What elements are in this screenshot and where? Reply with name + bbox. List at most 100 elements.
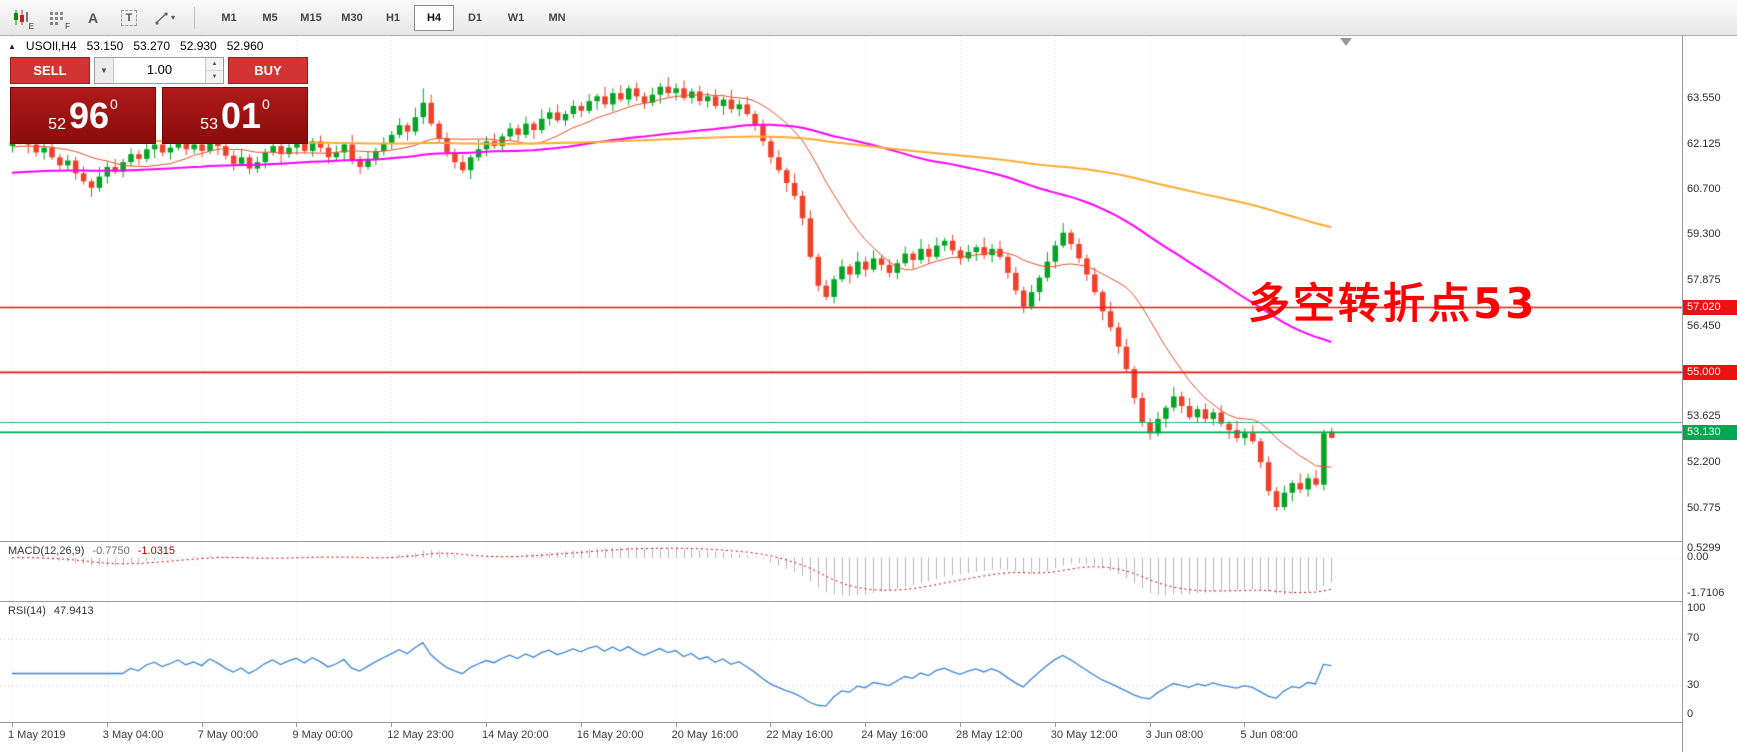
tf-button-h4[interactable]: H4	[414, 4, 454, 31]
grid-icon	[50, 11, 63, 25]
price-line-badge: 55.000	[1683, 364, 1737, 380]
time-label: 1 May 2019	[8, 729, 66, 741]
price-tick-label: 52.200	[1687, 456, 1721, 469]
ask-price-display[interactable]: 53 01 0	[162, 87, 308, 144]
price-line-badge: 53.130	[1683, 424, 1737, 440]
tf-button-mn[interactable]: MN	[548, 11, 566, 24]
time-tick	[12, 723, 13, 727]
macd-indicator-canvas[interactable]	[0, 541, 1682, 601]
price-tick-label: 56.450	[1687, 319, 1721, 332]
price-tick-label: 62.125	[1687, 137, 1721, 150]
volume-step-down-button[interactable]: ▼	[206, 71, 223, 83]
tf-button-m15[interactable]: M15	[300, 11, 322, 24]
text-tool-button[interactable]: A	[78, 4, 108, 32]
one-click-trading-panel: SELL ▼ 1.00 ▲ ▼ BUY 52 96 0 53 01 0	[10, 57, 308, 144]
quote-low: 52.930	[180, 39, 217, 53]
quote-line: ▲ USOIl,H4 53.150 53.270 52.930 52.960	[8, 39, 263, 53]
toolbar-separator	[194, 6, 195, 29]
charts-button-label: E	[28, 21, 34, 31]
volume-input[interactable]: 1.00	[146, 62, 173, 77]
rsi-label: RSI(14) 47.9413	[8, 605, 94, 617]
time-label: 12 May 23:00	[387, 729, 454, 741]
macd-signal-value: -1.0315	[137, 545, 176, 557]
draw-tool-button[interactable]: ▾	[150, 4, 180, 32]
charts-button[interactable]: E	[6, 4, 36, 32]
price-axis[interactable]: 63.550 62.125 60.700 59.300 57.875 56.450 53.6…	[1682, 36, 1737, 752]
volume-dropdown-button[interactable]: ▼	[95, 58, 114, 83]
time-tick	[107, 723, 108, 727]
chart-scroll-marker-icon[interactable]	[1340, 38, 1352, 46]
time-tick	[770, 723, 771, 727]
macd-axis-zero: 0.00	[1687, 550, 1709, 563]
rsi-indicator-canvas[interactable]	[0, 601, 1682, 723]
sell-button[interactable]: SELL	[10, 57, 90, 84]
price-tick-label: 50.775	[1687, 501, 1721, 514]
time-tick	[486, 723, 487, 727]
time-label: 24 May 16:00	[861, 729, 928, 741]
time-tick	[296, 723, 297, 727]
time-label: 9 May 00:00	[292, 729, 353, 741]
price-line-badge: 57.020	[1683, 300, 1737, 315]
tf-button-m1[interactable]: M1	[221, 11, 237, 24]
volume-step-up-button[interactable]: ▲	[206, 58, 223, 71]
price-tick-label: 60.700	[1687, 183, 1721, 196]
macd-label: MACD(12,26,9) -0.7750 -1.0315	[8, 545, 175, 557]
candlestick-icon	[14, 10, 28, 25]
time-tick	[391, 723, 392, 727]
rsi-value: 47.9413	[53, 605, 94, 617]
chart-annotation-text: 多空转折点53	[1248, 279, 1538, 328]
volume-field-group: ▼ 1.00 ▲ ▼	[94, 57, 224, 84]
time-label: 3 May 04:00	[102, 729, 164, 741]
ask-pips: 01	[220, 94, 262, 136]
volume-stepper: ▲ ▼	[205, 58, 223, 83]
bid-pipette: 0	[110, 96, 118, 112]
ask-pipette: 0	[262, 96, 270, 112]
time-tick	[581, 723, 582, 727]
time-label: 30 May 12:00	[1050, 729, 1118, 741]
macd-axis-min: -1.7106	[1687, 587, 1725, 599]
text-label-tool-button[interactable]: T	[114, 4, 144, 32]
price-tick-label: 57.875	[1687, 274, 1721, 287]
rsi-indicator-name: RSI(14)	[8, 605, 46, 617]
time-label: 20 May 16:00	[671, 729, 739, 741]
quote-high: 53.270	[133, 39, 171, 53]
macd-axis-max: 0.5299	[1687, 542, 1721, 554]
ask-big-figure: 53	[200, 116, 218, 133]
chevron-down-icon: ▾	[170, 13, 175, 22]
time-tick	[1055, 723, 1056, 727]
text-label-icon: T	[120, 9, 138, 26]
time-tick	[1244, 723, 1245, 727]
symbol-marker-icon: ▲	[8, 41, 16, 51]
time-label: 3 Jun 08:00	[1145, 729, 1204, 741]
tf-button-h1[interactable]: H1	[385, 11, 401, 24]
buy-button[interactable]: BUY	[228, 57, 308, 84]
tf-button-w1[interactable]: W1	[507, 11, 525, 24]
tf-button-d1[interactable]: D1	[467, 11, 483, 24]
timeframe-toolbar: M1 M5 M15 M30 H1 H4 D1 W1 MN	[209, 4, 577, 31]
macd-main-value: -0.7750	[92, 545, 130, 557]
tf-button-m30[interactable]: M30	[341, 11, 363, 24]
time-label: 22 May 16:00	[766, 729, 834, 741]
list-button[interactable]: F	[42, 4, 72, 32]
macd-indicator-name: MACD(12,26,9)	[8, 545, 85, 557]
toolbar: E F A T ▾ M1 M5 M15 M30 H1 H4 D1 W1 MN	[0, 0, 1737, 36]
quote-open: 53.150	[86, 39, 124, 53]
bid-price-display[interactable]: 52 96 0	[10, 87, 156, 144]
price-tick-label: 63.550	[1687, 91, 1721, 104]
rsi-axis-label: 30	[1687, 678, 1700, 691]
tf-button-m5[interactable]: M5	[262, 11, 278, 24]
rsi-axis-label: 70	[1687, 632, 1700, 645]
list-button-label: F	[65, 21, 70, 31]
price-tick-label: 53.625	[1687, 410, 1721, 423]
time-label: 16 May 20:00	[576, 729, 644, 741]
time-tick	[960, 723, 961, 727]
time-label: 28 May 12:00	[956, 729, 1023, 741]
rsi-axis-label: 0	[1687, 708, 1694, 720]
bid-pips: 96	[68, 94, 110, 136]
price-tick-label: 59.300	[1687, 228, 1721, 241]
time-tick	[865, 723, 866, 727]
rsi-axis-label: 100	[1687, 602, 1706, 614]
time-label: 7 May 00:00	[197, 729, 259, 741]
time-axis[interactable]: 1 May 2019 3 May 04:00 7 May 00:00 9 May 00…	[0, 722, 1682, 752]
text-tool-icon: A	[87, 9, 99, 26]
